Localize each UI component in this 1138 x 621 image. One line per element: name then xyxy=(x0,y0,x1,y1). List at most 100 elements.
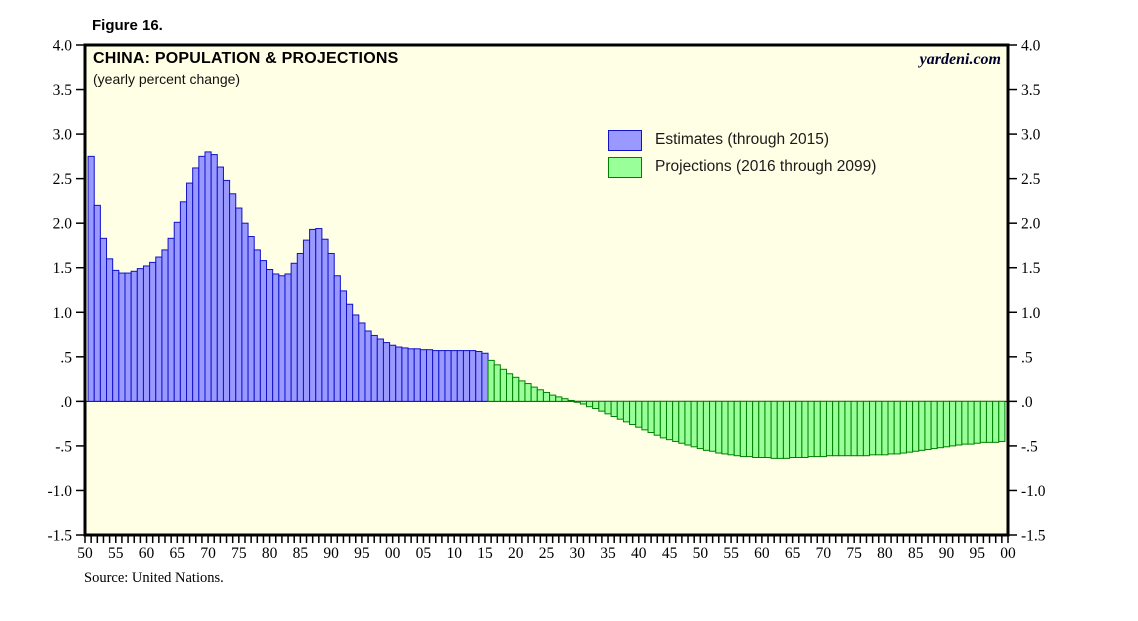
estimate-bar xyxy=(389,344,397,402)
x-tick-label: 45 xyxy=(662,545,678,562)
projection-bar xyxy=(610,400,618,418)
projection-bar xyxy=(832,400,840,457)
legend-label-estimates: Estimates (through 2015) xyxy=(655,131,830,148)
x-tick-label: 25 xyxy=(539,545,555,562)
estimate-bar xyxy=(173,221,181,402)
brand-yardeni-link[interactable]: yardeni.com xyxy=(919,51,1001,68)
estimate-bar xyxy=(364,330,372,402)
projection-bar xyxy=(592,400,600,409)
projection-bar xyxy=(739,400,747,458)
estimate-bar xyxy=(469,350,477,402)
y-tick-label-left: -.5 xyxy=(55,438,72,455)
estimate-bar xyxy=(290,262,298,402)
estimate-bar xyxy=(192,167,200,402)
projection-bar xyxy=(616,400,624,420)
estimate-bar xyxy=(112,269,120,402)
x-tick-label: 95 xyxy=(354,545,370,562)
projection-bar xyxy=(641,400,649,431)
projection-bar xyxy=(955,400,963,446)
estimate-bar xyxy=(444,350,452,402)
projection-bar xyxy=(973,400,981,444)
estimate-bar xyxy=(235,207,243,402)
projection-bar xyxy=(493,364,501,402)
y-tick-label-left: 2.5 xyxy=(53,171,73,188)
estimates-swatch-icon xyxy=(608,129,642,151)
projection-bar xyxy=(893,400,901,455)
x-tick-label: 95 xyxy=(969,545,985,562)
projection-bar xyxy=(905,400,914,453)
estimate-bar xyxy=(481,352,489,402)
estimate-bar xyxy=(419,349,428,402)
estimate-bar xyxy=(136,268,144,402)
estimate-bar xyxy=(149,261,157,402)
projection-bar xyxy=(949,400,957,447)
x-tick-label: 80 xyxy=(262,545,278,562)
x-tick-label: 00 xyxy=(1000,545,1016,562)
x-tick-label: 90 xyxy=(323,545,339,562)
estimate-bar xyxy=(106,258,114,402)
estimate-bar xyxy=(475,350,483,402)
y-tick-label-right: 2.5 xyxy=(1021,171,1041,188)
projection-bar xyxy=(912,400,920,452)
estimate-bar xyxy=(432,350,440,402)
chart-frame xyxy=(83,43,1010,537)
x-tick-label: 85 xyxy=(908,545,924,562)
projection-bar xyxy=(733,400,741,457)
x-tick-label: 65 xyxy=(170,545,186,562)
estimate-bar xyxy=(161,249,169,402)
estimate-bar xyxy=(321,238,329,402)
projection-bar xyxy=(647,400,655,434)
y-tick-label-left: -1.5 xyxy=(47,528,72,545)
projection-bar xyxy=(862,400,871,457)
x-tick-label: 20 xyxy=(508,545,524,562)
estimate-bar xyxy=(167,237,175,402)
x-tick-label: 40 xyxy=(631,545,647,562)
projection-bar xyxy=(752,400,760,458)
x-tick-label: 75 xyxy=(846,545,862,562)
x-tick-label: 50 xyxy=(77,545,93,562)
projection-bar xyxy=(998,400,1006,442)
x-tick-label: 60 xyxy=(754,545,770,562)
y-tick-label-right: 4.0 xyxy=(1021,38,1041,55)
projection-bar xyxy=(518,380,526,402)
x-tick-label: 35 xyxy=(600,545,616,562)
projection-bar xyxy=(561,398,569,402)
estimate-bar xyxy=(99,237,108,402)
projection-bar xyxy=(653,400,661,436)
projection-bar xyxy=(856,400,864,457)
x-tick-label: 80 xyxy=(877,545,893,562)
x-tick-label: 30 xyxy=(570,545,586,562)
x-tick-label: 75 xyxy=(231,545,247,562)
projection-bar xyxy=(807,400,815,458)
projection-bar xyxy=(881,400,889,456)
x-tick-label: 50 xyxy=(693,545,709,562)
projection-bar xyxy=(967,400,975,445)
estimate-bar xyxy=(179,201,188,402)
estimate-bar xyxy=(222,179,231,402)
projection-bar xyxy=(850,400,858,457)
projection-bar xyxy=(819,400,827,458)
y-tick-label-right: -1.0 xyxy=(1021,483,1046,500)
legend-label-projections: Projections (2016 through 2099) xyxy=(655,158,877,175)
projection-bar xyxy=(530,386,538,402)
legend-item-estimates: Estimates (through 2015) xyxy=(608,129,876,151)
projection-bar xyxy=(506,373,514,402)
y-tick-label-right: 1.0 xyxy=(1021,305,1041,322)
y-tick-label-left: 2.0 xyxy=(53,216,73,233)
projection-bar xyxy=(573,400,581,403)
x-tick-label: 55 xyxy=(723,545,739,562)
x-tick-label: 90 xyxy=(939,545,955,562)
estimate-bar xyxy=(358,322,366,402)
projection-bar xyxy=(499,368,508,402)
x-tick-label: 85 xyxy=(293,545,309,562)
projection-bar xyxy=(567,399,575,402)
source-note: Source: United Nations. xyxy=(84,570,224,586)
y-tick-label-right: 3.0 xyxy=(1021,127,1041,144)
projection-bar xyxy=(672,400,680,442)
legend-item-projections: Projections (2016 through 2099) xyxy=(608,156,876,178)
y-tick-label-right: -1.5 xyxy=(1021,528,1046,545)
estimate-bar xyxy=(333,275,341,402)
estimate-bar xyxy=(272,273,280,402)
estimate-bar xyxy=(229,193,237,402)
